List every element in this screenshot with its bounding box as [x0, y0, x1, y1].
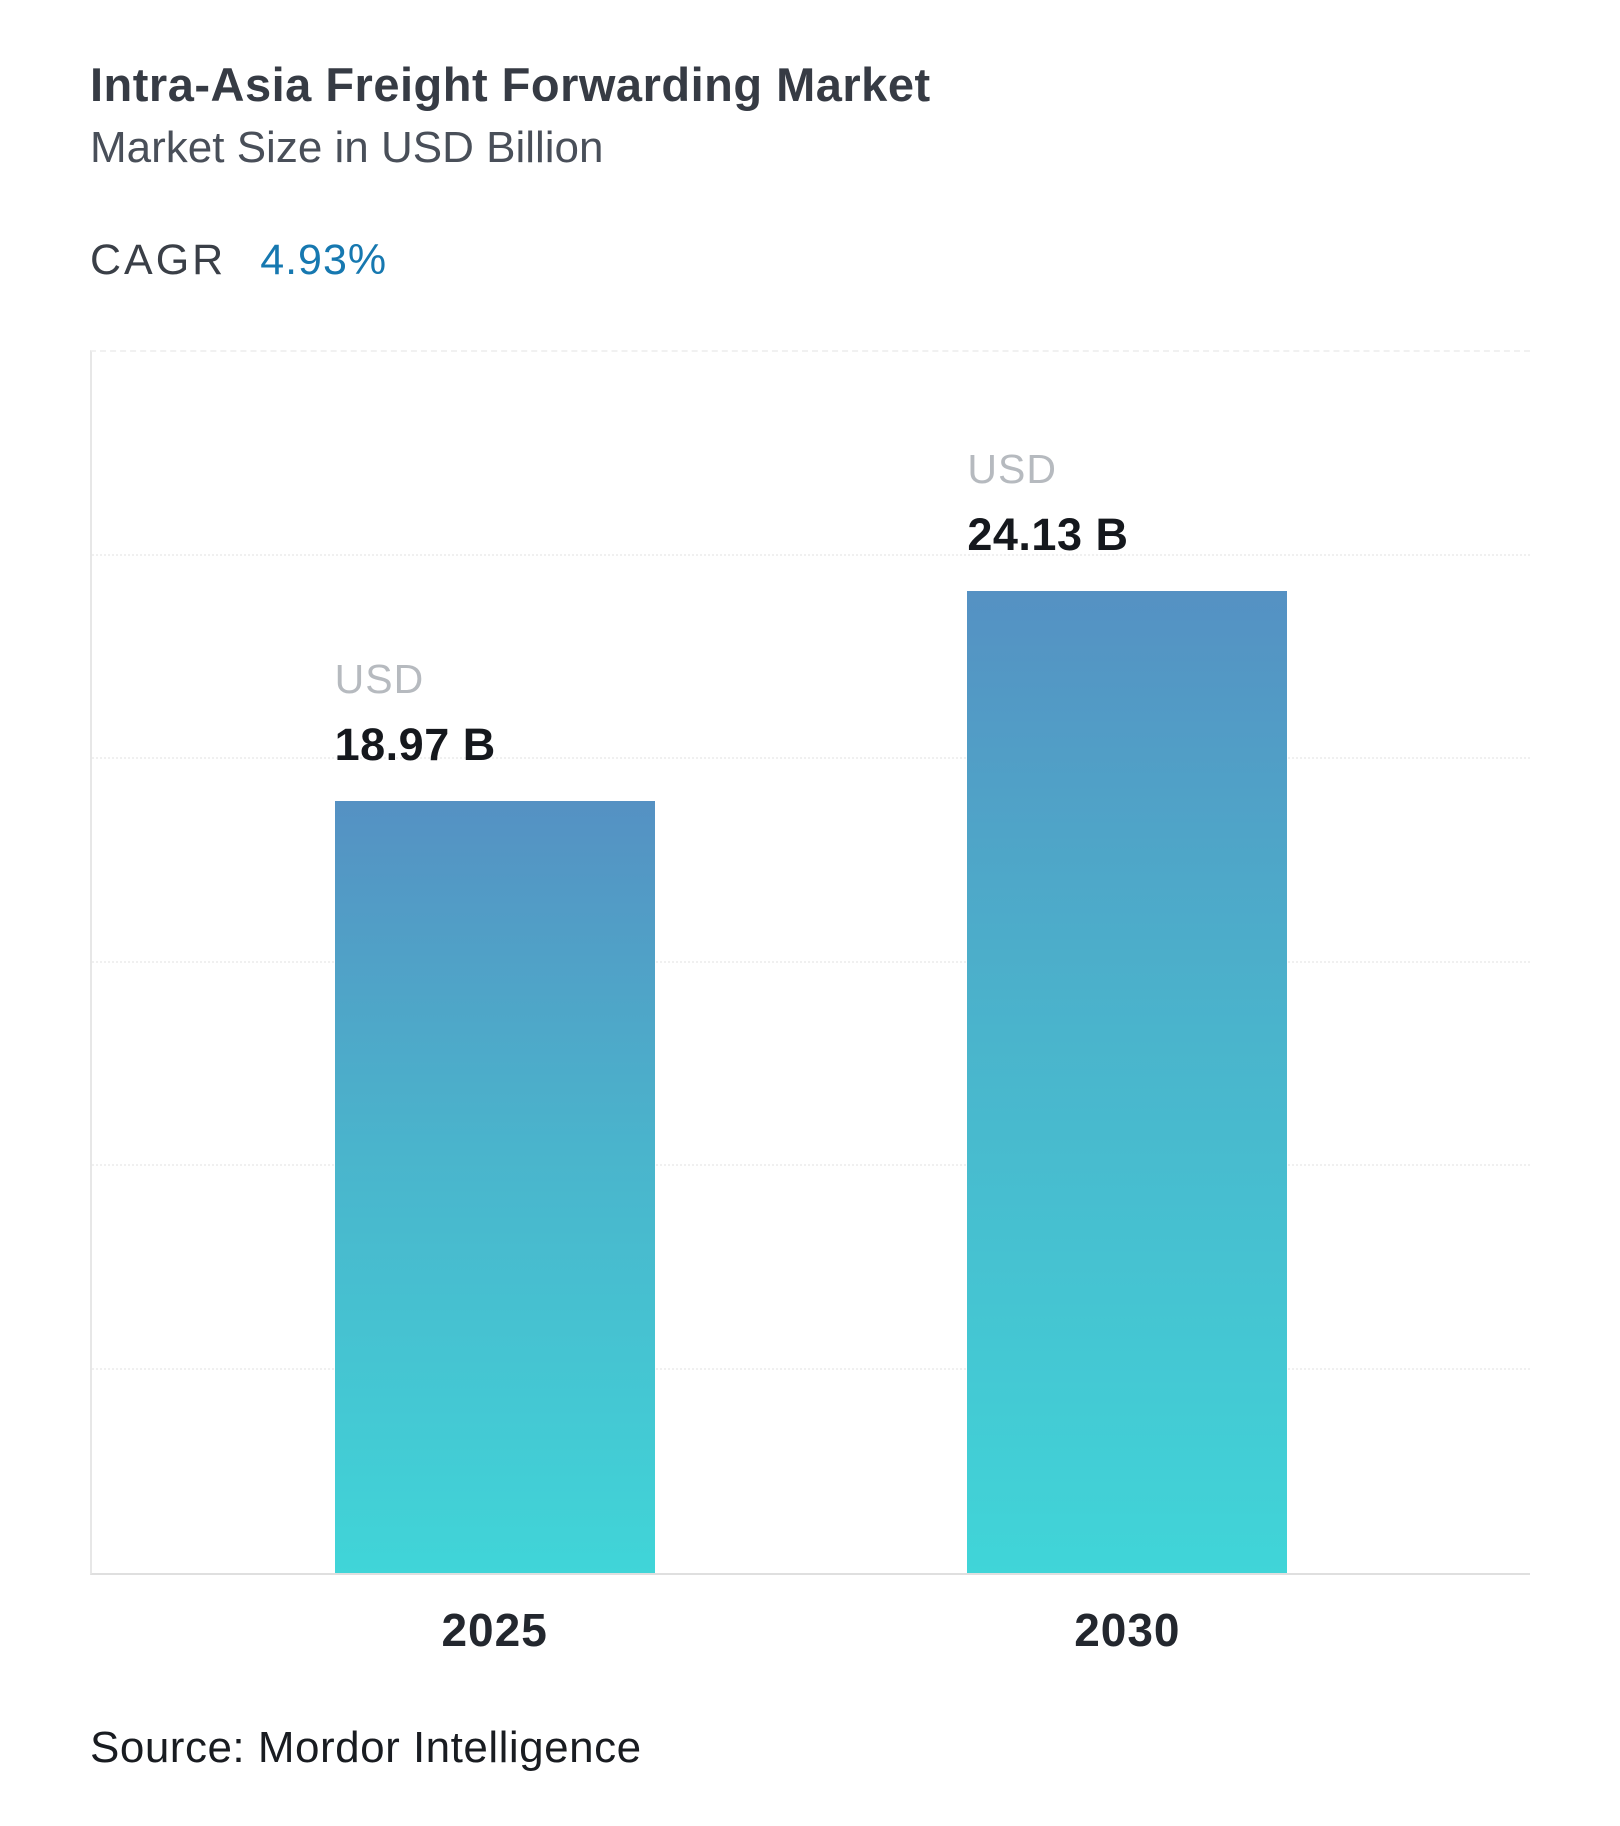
gridline: [92, 1164, 1530, 1167]
cagr-row: CAGR 4.93%: [90, 235, 1530, 284]
chart-subtitle: Market Size in USD Billion: [90, 123, 604, 173]
bar-usd-prefix: USD: [334, 656, 425, 703]
bar-2025: [334, 801, 655, 1574]
gridline: [92, 757, 1530, 760]
bar-value-text: 24.13 B: [967, 509, 1129, 561]
x-axis-label-2030: 2030: [1074, 1604, 1181, 1657]
bar-value-text: 18.97 B: [334, 719, 496, 771]
gridline: [92, 960, 1530, 963]
bar-2030: [967, 591, 1288, 1574]
source-text: Source: Mordor Intelligence: [90, 1723, 642, 1773]
gridline: [92, 553, 1530, 556]
bar-value-label-2025: USD 18.97 B: [335, 656, 496, 771]
plot-area: USD 18.97 B 2025 USD 24.13 B 2030: [92, 352, 1530, 1656]
bar-usd-prefix: USD: [967, 446, 1057, 493]
x-axis-label-2025: 2025: [441, 1604, 548, 1657]
cagr-value: 4.93%: [260, 235, 388, 284]
bar-chart: USD 18.97 B 2025 USD 24.13 B 2030: [90, 350, 1530, 1656]
chart-title: Intra-Asia Freight Forwarding Market: [90, 58, 931, 111]
bar-value-label-2030: USD 24.13 B: [967, 446, 1128, 561]
cagr-label: CAGR: [90, 235, 227, 284]
gridline: [92, 1367, 1530, 1370]
